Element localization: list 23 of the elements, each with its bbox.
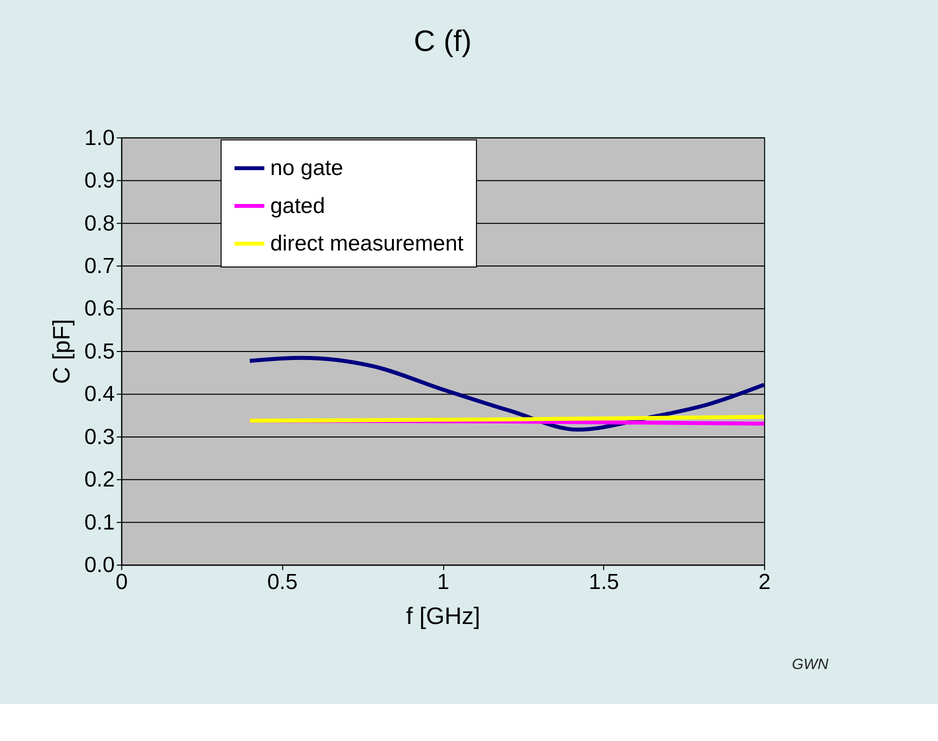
y-tick-label: 0.8	[84, 210, 115, 236]
x-tick-label: 2	[758, 568, 771, 594]
legend-label: gated	[270, 192, 325, 218]
text: GWN	[792, 656, 829, 673]
y-tick-label: 0.0	[84, 552, 115, 578]
x-tick-label: 1	[437, 568, 450, 594]
y-tick-label: 0.9	[84, 168, 115, 193]
y-tick-label: 0.5	[84, 338, 115, 364]
y-tick-label: 0.1	[84, 509, 115, 534]
x-tick-label: 0	[116, 568, 128, 594]
y-tick-label: 0.7	[84, 253, 115, 278]
y-axis-title: C [pF]	[48, 319, 76, 384]
x-tick-label: 0.5	[267, 568, 298, 594]
legend-label: no gate	[270, 155, 344, 180]
x-axis-title: f [GHz]	[406, 602, 480, 630]
y-tick-label: 0.4	[84, 381, 115, 406]
y-tick-label: 0.6	[84, 296, 115, 321]
chart-title: C (f)	[414, 24, 472, 58]
legend-label: direct measurement	[270, 230, 464, 256]
y-tick-label: 0.3	[84, 424, 115, 449]
y-tick-label: 0.2	[84, 466, 115, 492]
x-tick-label: 1.5	[588, 568, 620, 594]
y-tick-label: 1.0	[84, 124, 115, 150]
